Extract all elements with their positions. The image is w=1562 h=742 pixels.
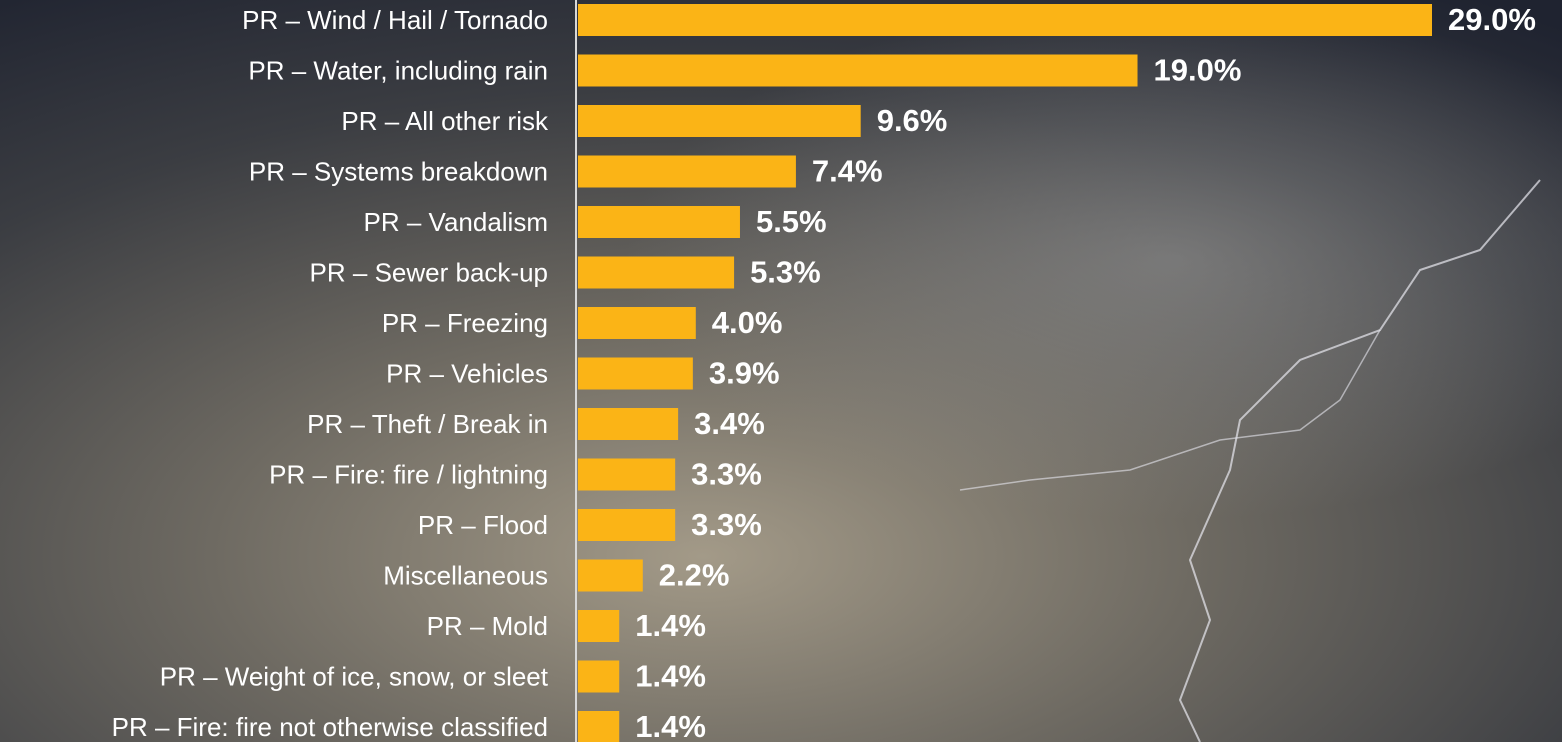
value-label: 1.4%	[635, 608, 706, 643]
bar	[578, 206, 740, 238]
category-label: Miscellaneous	[383, 560, 548, 590]
chart: PR – Wind / Hail / Tornado 29.0% PR – Wate…	[0, 0, 1562, 742]
value-label: 3.4%	[694, 406, 765, 441]
category-label: PR – Weight of ice, snow, or sleet	[160, 661, 549, 691]
value-label: 3.3%	[691, 457, 762, 492]
category-label: PR – Systems breakdown	[249, 156, 548, 186]
value-label: 3.9%	[709, 356, 780, 391]
bar	[578, 156, 796, 188]
bar	[578, 257, 734, 289]
category-label: PR – Flood	[418, 510, 548, 540]
value-label: 19.0%	[1154, 53, 1242, 88]
value-label: 7.4%	[812, 154, 883, 189]
category-label: PR – Wind / Hail / Tornado	[242, 5, 548, 35]
value-label: 1.4%	[635, 709, 706, 742]
category-label: PR – Fire: fire not otherwise classified	[112, 712, 548, 742]
category-label: PR – Freezing	[382, 308, 548, 338]
value-label: 1.4%	[635, 659, 706, 694]
bar	[578, 459, 675, 491]
bar	[578, 358, 693, 390]
bar	[578, 711, 619, 742]
bar	[578, 4, 1432, 36]
page: PR – Wind / Hail / Tornado 29.0% PR – Wate…	[0, 0, 1562, 742]
category-label: PR – Vandalism	[364, 207, 549, 237]
bar	[578, 560, 643, 592]
category-label: PR – Theft / Break in	[307, 409, 548, 439]
value-label: 3.3%	[691, 507, 762, 542]
value-label: 29.0%	[1448, 2, 1536, 37]
bar	[578, 105, 861, 137]
category-label: PR – All other risk	[341, 106, 549, 136]
category-label: PR – Fire: fire / lightning	[269, 459, 548, 489]
value-label: 4.0%	[712, 305, 783, 340]
value-label: 2.2%	[659, 558, 730, 593]
bar	[578, 610, 619, 642]
value-label: 9.6%	[877, 103, 948, 138]
category-label: PR – Vehicles	[386, 358, 548, 388]
bar	[578, 661, 619, 693]
value-label: 5.5%	[756, 204, 827, 239]
bar	[578, 509, 675, 541]
bar	[578, 307, 696, 339]
value-label: 5.3%	[750, 255, 821, 290]
category-label: PR – Mold	[427, 611, 548, 641]
category-label: PR – Water, including rain	[248, 55, 548, 85]
category-label: PR – Sewer back-up	[310, 257, 548, 287]
bar	[578, 55, 1138, 87]
bar	[578, 408, 678, 440]
